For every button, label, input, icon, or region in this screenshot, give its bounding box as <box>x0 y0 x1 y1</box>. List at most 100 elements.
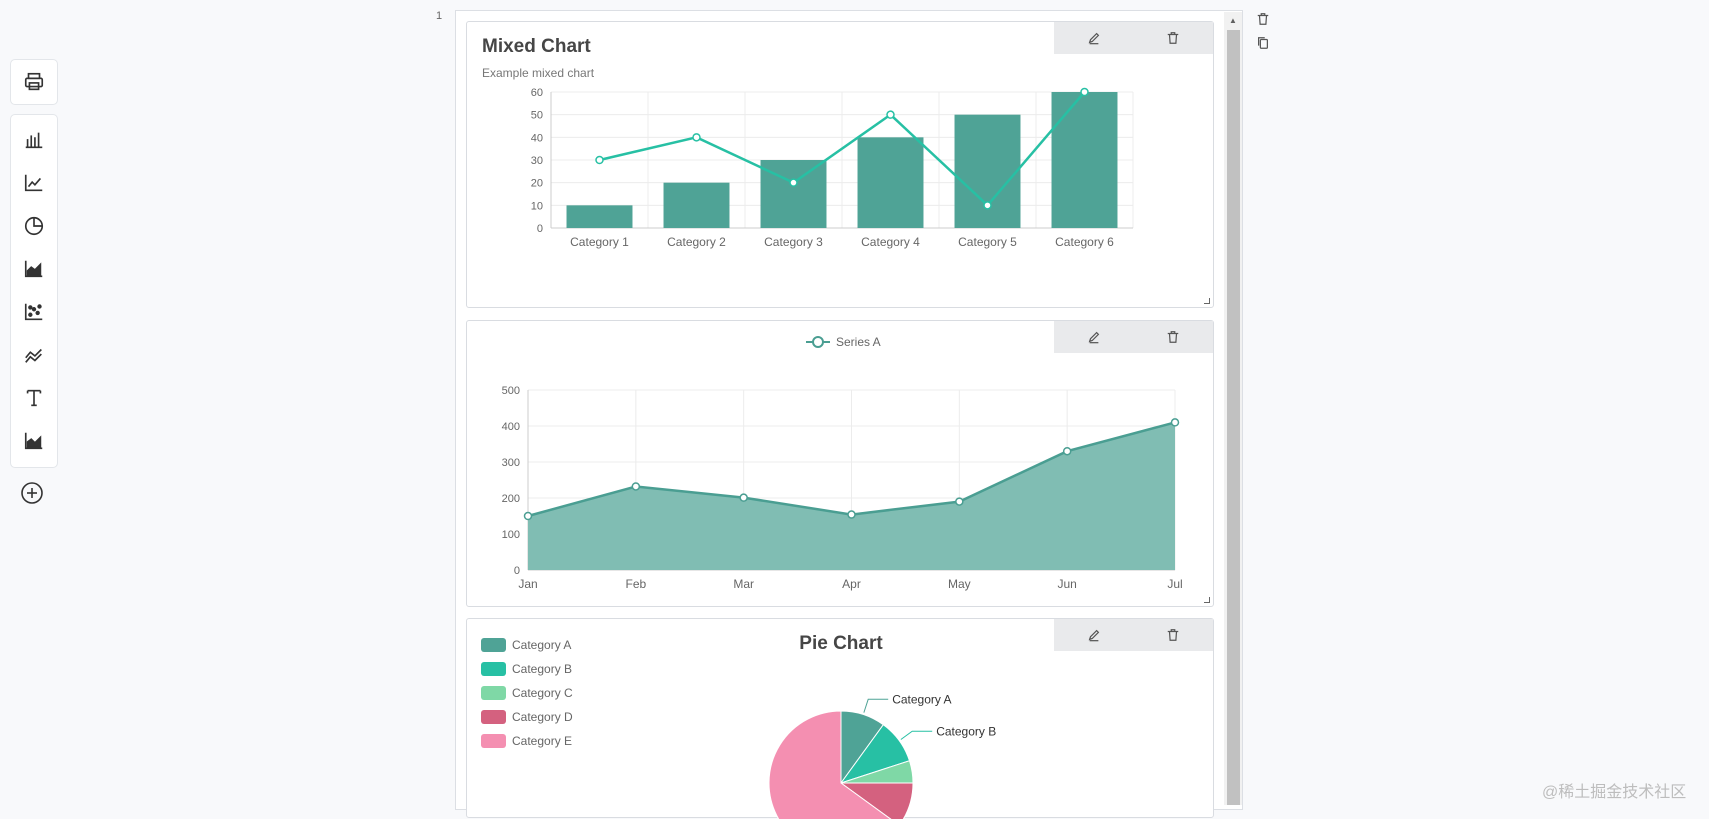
legend-label: Category C <box>512 686 573 700</box>
plus-circle-icon <box>21 482 43 504</box>
y-tick-label: 60 <box>531 87 543 99</box>
legend-label: Category D <box>512 710 573 724</box>
x-tick-label: Category 4 <box>861 235 920 249</box>
pie-chart-button[interactable] <box>11 206 57 246</box>
scatter-chart-icon <box>24 303 43 321</box>
print-group <box>10 59 58 105</box>
y-tick-label: 0 <box>514 565 520 577</box>
card-toolbar <box>1054 321 1213 353</box>
bar <box>663 182 730 228</box>
pie-label-line <box>863 698 889 713</box>
copy-icon <box>1258 37 1268 49</box>
x-tick-label: Apr <box>842 577 861 591</box>
bar <box>1051 92 1118 228</box>
print-button[interactable] <box>11 62 57 102</box>
legend-label: Category E <box>512 734 573 748</box>
x-tick-label: Mar <box>733 577 754 591</box>
page-side-actions <box>1256 12 1272 60</box>
scroll-thumb[interactable] <box>1227 30 1240 805</box>
text-icon <box>26 389 42 407</box>
mixed-chart-title: Mixed Chart <box>482 36 591 57</box>
bar <box>857 137 924 228</box>
wave-chart-button[interactable] <box>11 335 57 375</box>
edit-button[interactable] <box>1054 619 1134 651</box>
line-point <box>595 155 604 165</box>
pie-chart-plot: Category A Category B <box>768 692 996 819</box>
x-tick-label: Category 5 <box>958 235 1017 249</box>
y-tick-label: 20 <box>531 178 543 190</box>
area-point <box>847 510 856 519</box>
delete-page-button[interactable] <box>1256 12 1272 28</box>
edit-icon <box>1088 32 1099 45</box>
x-tick-label: Category 2 <box>667 235 726 249</box>
line-chart-icon <box>24 174 43 192</box>
area-chart-alt-icon <box>24 432 43 450</box>
area-chart-icon <box>24 260 43 278</box>
pie-chart-card[interactable]: Category A Category B Pie Chart Category … <box>466 618 1214 819</box>
x-tick-label: Jan <box>518 577 537 591</box>
area-chart-alt-button[interactable] <box>11 421 57 461</box>
bar <box>954 114 1021 228</box>
copy-page-button[interactable] <box>1256 36 1272 52</box>
add-chart-button[interactable] <box>20 481 44 505</box>
legend-item[interactable]: Category D <box>481 705 573 729</box>
y-tick-label: 400 <box>502 421 520 433</box>
pie-chart-title: Pie Chart <box>799 633 883 654</box>
legend-item[interactable]: Category C <box>481 681 573 705</box>
wave-chart-icon <box>25 348 42 363</box>
y-tick-label: 0 <box>537 223 543 235</box>
x-tick-label: Category 3 <box>764 235 823 249</box>
trash-icon <box>1168 331 1179 343</box>
trash-icon <box>1257 13 1269 25</box>
resize-handle[interactable] <box>1204 298 1210 304</box>
delete-button[interactable] <box>1134 22 1214 54</box>
x-tick-label: Jun <box>1057 577 1076 591</box>
trash-icon <box>1168 629 1179 641</box>
area-point <box>955 497 964 506</box>
resize-handle[interactable] <box>1204 597 1210 603</box>
x-tick-label: Category 1 <box>570 235 629 249</box>
area-chart-card[interactable]: 0 100 200 300 400 500 Jan Feb Mar Apr May Jun Jul Ser… <box>466 320 1214 607</box>
legend-swatch <box>481 662 506 676</box>
pie-label: Category A <box>892 692 951 706</box>
y-tick-label: 50 <box>531 110 543 122</box>
edit-icon <box>1088 331 1099 344</box>
legend-swatch <box>481 686 506 700</box>
print-icon <box>24 72 44 91</box>
area-point <box>1170 418 1180 427</box>
legend-item[interactable]: Category A <box>481 633 573 657</box>
x-tick-label: Feb <box>625 577 646 591</box>
bar-chart-button[interactable] <box>11 120 57 160</box>
pie-label: Category B <box>936 724 996 738</box>
page-scrollbar[interactable]: ▲ <box>1224 12 1242 805</box>
area-chart-button[interactable] <box>11 249 57 289</box>
x-tick-label: Category 6 <box>1055 235 1114 249</box>
legend-swatch <box>481 638 506 652</box>
line-chart-button[interactable] <box>11 163 57 203</box>
area-point <box>523 511 533 521</box>
legend-label: Series A <box>836 335 881 349</box>
x-tick-label: May <box>948 577 971 591</box>
scatter-chart-button[interactable] <box>11 292 57 332</box>
scroll-up-arrow[interactable]: ▲ <box>1229 15 1237 25</box>
page-number: 1 <box>436 10 443 22</box>
mixed-chart-subtitle: Example mixed chart <box>482 66 595 80</box>
delete-button[interactable] <box>1134 619 1214 651</box>
mixed-chart-card[interactable]: 0 10 20 30 40 50 60 Category 1 Category 2 Categor… <box>466 21 1214 308</box>
edit-button[interactable] <box>1054 22 1134 54</box>
mixed-chart-plot: 0 10 20 30 40 50 60 Category 1 Category 2 Categor… <box>531 87 1134 249</box>
line-point <box>789 178 798 187</box>
y-tick-label: 500 <box>502 385 520 397</box>
edit-button[interactable] <box>1054 321 1134 353</box>
legend-item[interactable]: Category E <box>481 729 573 753</box>
y-tick-label: 300 <box>502 457 520 469</box>
area-fill <box>528 422 1175 570</box>
bar <box>760 160 827 228</box>
legend-label: Category B <box>512 662 573 676</box>
legend-item[interactable]: Category B <box>481 657 573 681</box>
text-button[interactable] <box>11 378 57 418</box>
legend-label: Category A <box>512 638 572 652</box>
edit-icon <box>1088 629 1099 642</box>
trash-icon <box>1168 32 1179 44</box>
delete-button[interactable] <box>1134 321 1214 353</box>
